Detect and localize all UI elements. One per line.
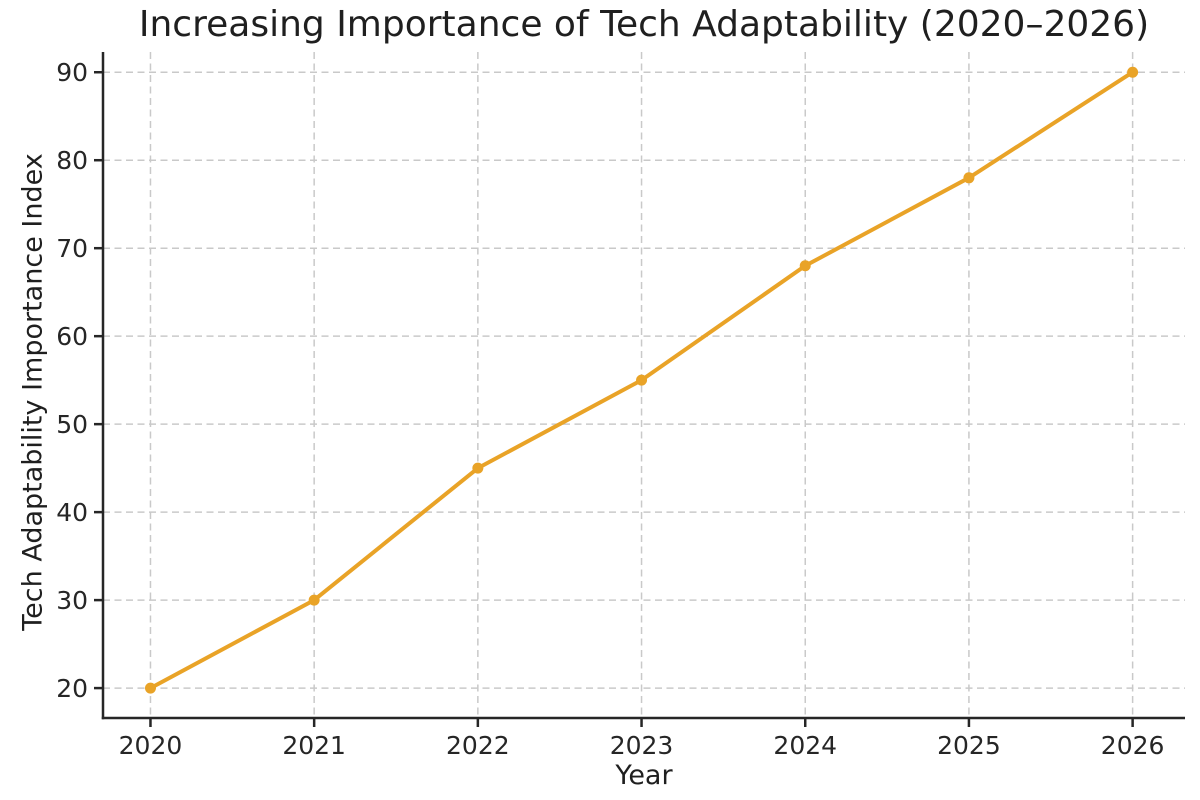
y-tick-label: 50 [56, 410, 88, 439]
x-tick-label: 2021 [282, 731, 346, 760]
data-point-marker [963, 172, 975, 184]
data-point-marker [636, 374, 648, 386]
data-point-marker [144, 682, 156, 694]
x-tick-label: 2022 [446, 731, 510, 760]
y-tick-label: 20 [56, 674, 88, 703]
data-point-marker [308, 594, 320, 606]
x-tick-label: 2024 [773, 731, 837, 760]
x-tick-label: 2023 [610, 731, 674, 760]
data-point-marker [1127, 66, 1139, 78]
y-tick-label: 60 [56, 322, 88, 351]
y-tick-label: 40 [56, 498, 88, 527]
y-tick-label: 70 [56, 234, 88, 263]
x-axis-title: Year [615, 760, 673, 791]
data-point-marker [799, 260, 811, 272]
y-tick-label: 90 [56, 58, 88, 87]
chart-title: Increasing Importance of Tech Adaptabili… [138, 4, 1150, 45]
data-point-marker [472, 462, 484, 474]
y-tick-label: 80 [56, 146, 88, 175]
x-tick-label: 2026 [1101, 731, 1165, 760]
x-tick-label: 2020 [119, 731, 183, 760]
x-tick-label: 2025 [937, 731, 1001, 760]
y-tick-label: 30 [56, 586, 88, 615]
